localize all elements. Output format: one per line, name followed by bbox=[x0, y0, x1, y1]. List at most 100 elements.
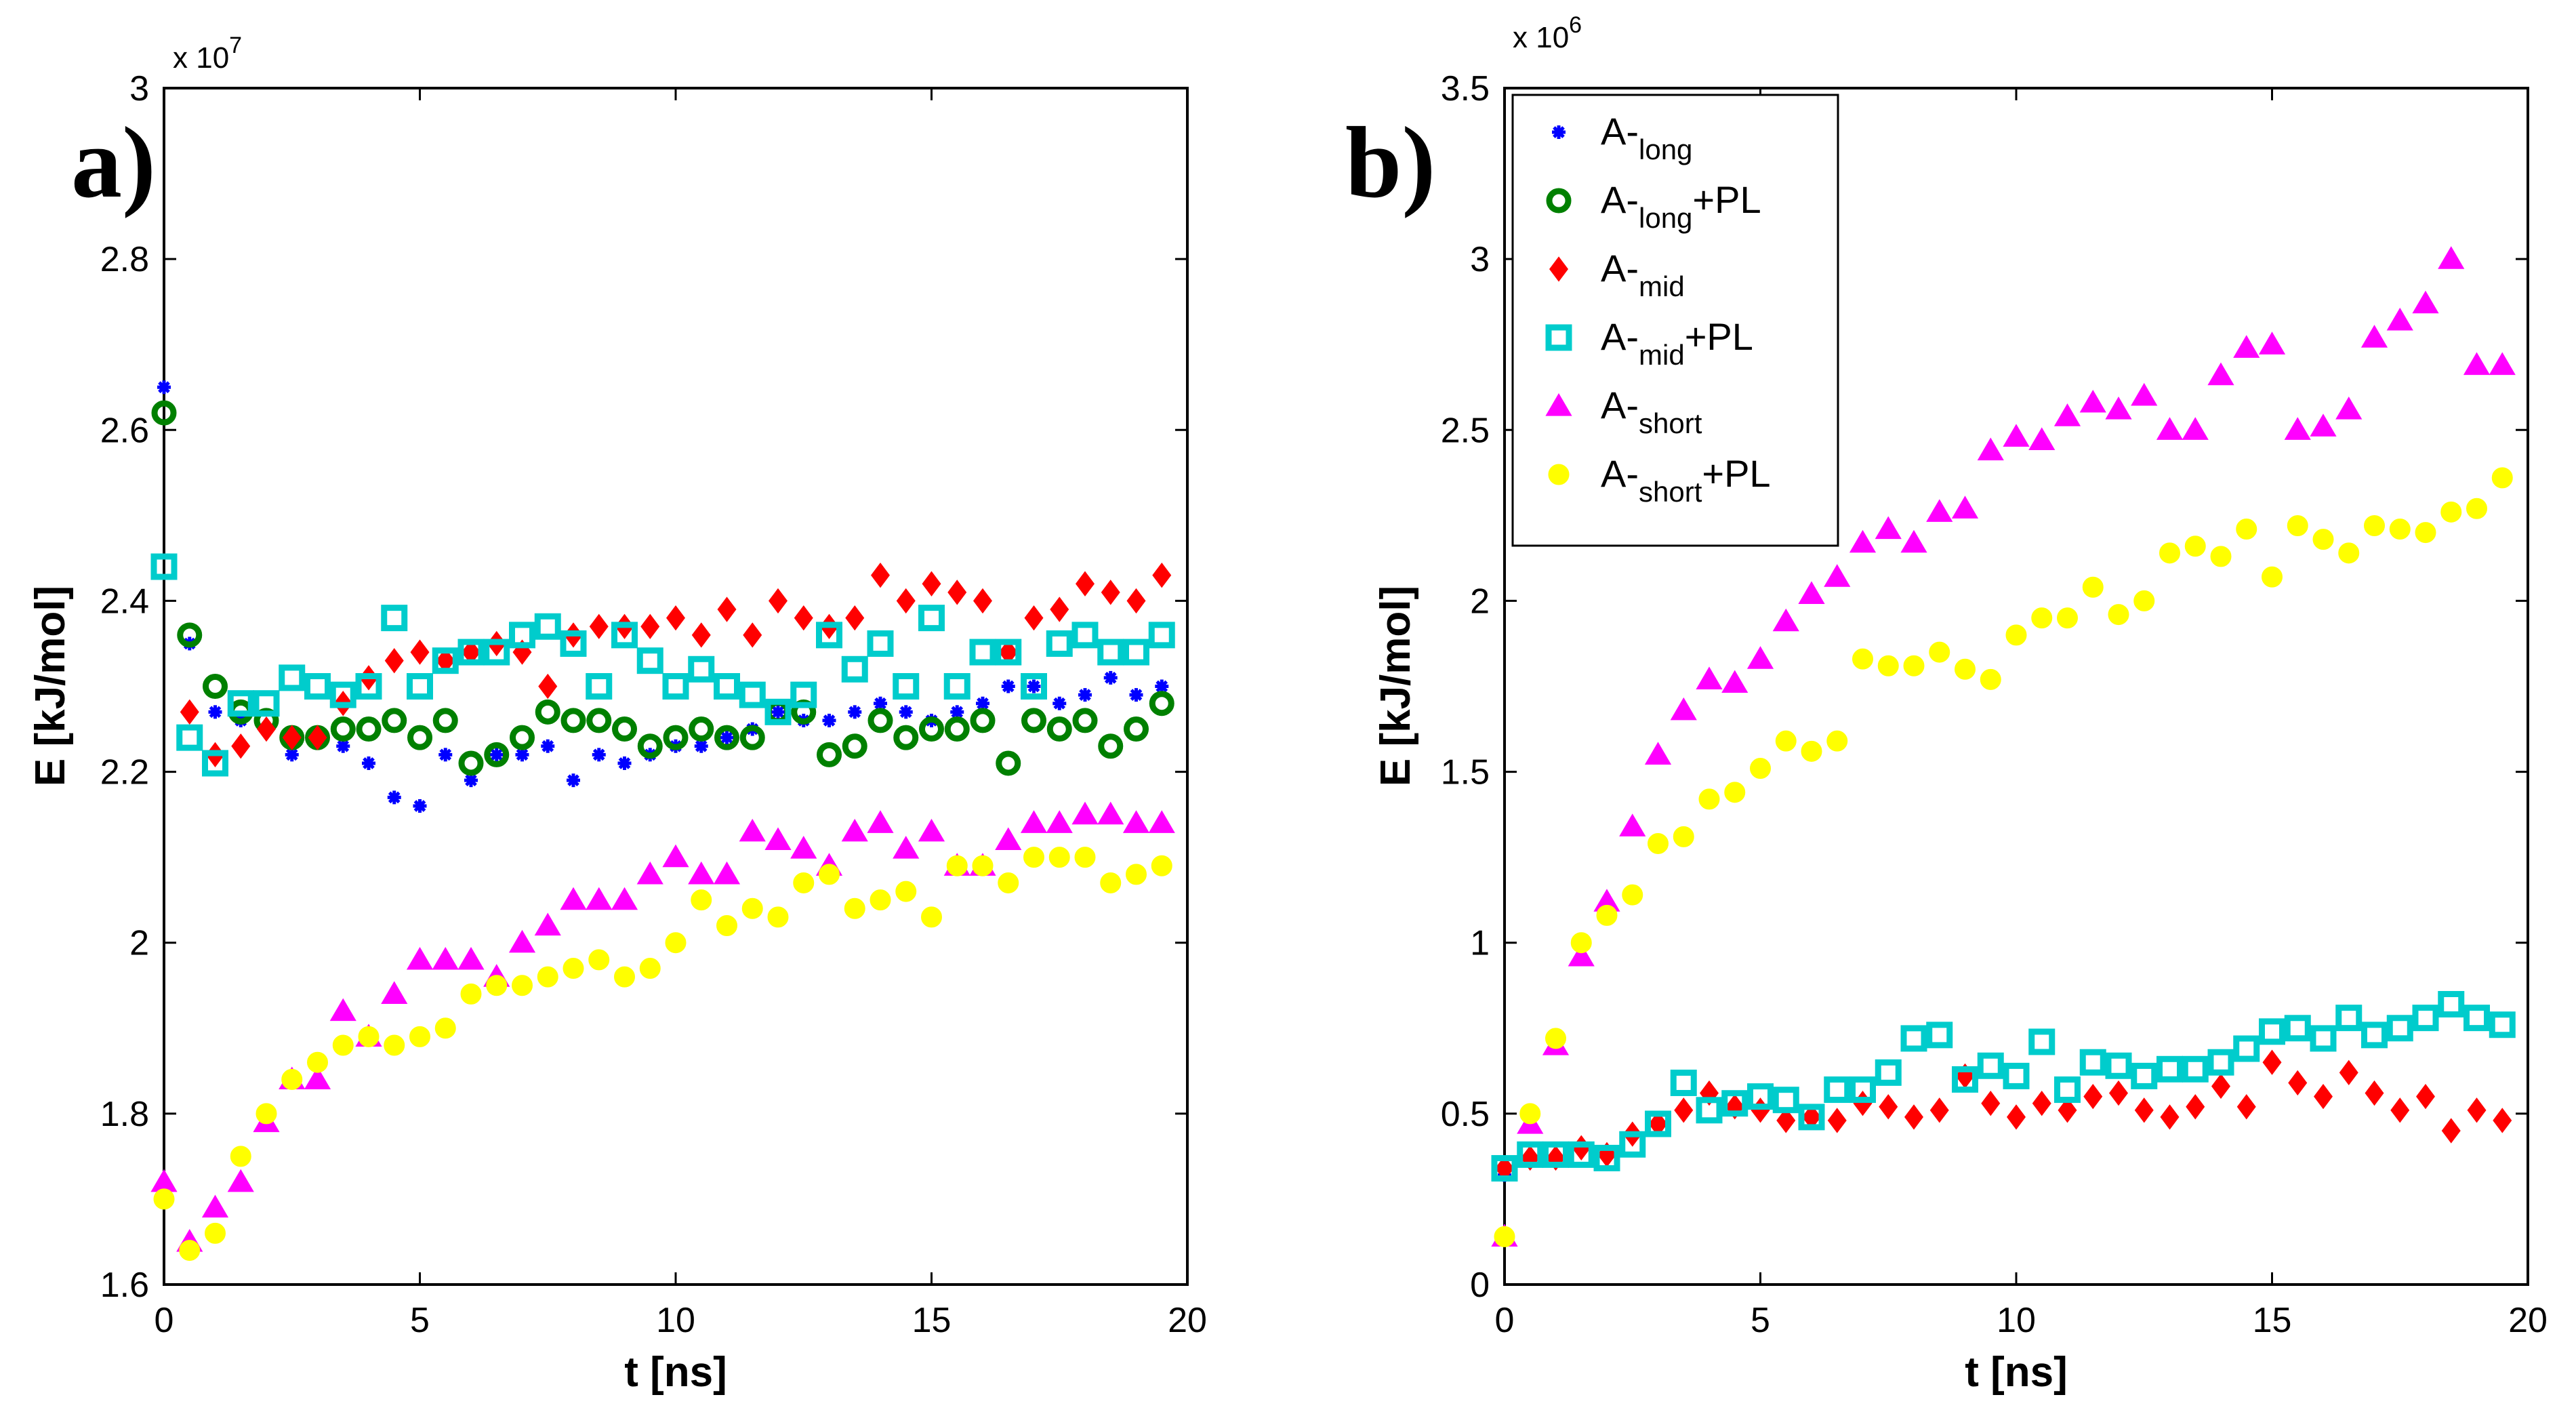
point-a-a-short-37 bbox=[1097, 801, 1124, 825]
point-a-a-long-2 bbox=[208, 705, 222, 719]
point-a-a-short-20 bbox=[662, 844, 689, 868]
point-b-a-mid-31 bbox=[2288, 1070, 2308, 1096]
point-b-a-short-25 bbox=[2131, 382, 2158, 406]
point-b-a-mid-34 bbox=[2365, 1080, 2384, 1106]
y-exponent-b: 6 bbox=[1569, 12, 1582, 38]
point-a-a-long-10 bbox=[413, 799, 427, 813]
point-b-a-short-pl-9 bbox=[1724, 782, 1746, 803]
point-a-a-long-pl-32 bbox=[970, 708, 996, 733]
point-b-a-short-22 bbox=[2053, 403, 2081, 426]
point-a-a-long-pl-20 bbox=[663, 725, 689, 750]
point-b-a-short-pl-26 bbox=[2159, 542, 2180, 564]
point-b-a-short-pl-35 bbox=[2389, 519, 2411, 540]
point-b-a-short-10 bbox=[1746, 646, 1774, 669]
point-a-a-mid-pl-17 bbox=[586, 673, 613, 700]
point-a-a-short-24 bbox=[764, 827, 792, 851]
point-a-a-long-9 bbox=[387, 790, 401, 805]
point-a-a-long-pl-7 bbox=[330, 716, 356, 742]
point-b-a-mid-32 bbox=[2314, 1083, 2333, 1110]
point-b-a-short-36 bbox=[2412, 290, 2439, 314]
point-b-a-mid-pl-23 bbox=[2079, 1049, 2106, 1076]
data-marks-b bbox=[1491, 246, 2516, 1247]
y-tick-label-b-7: 3.5 bbox=[1441, 69, 1490, 108]
point-a-a-short-14 bbox=[508, 929, 536, 953]
point-b-a-short-pl-14 bbox=[1852, 648, 1873, 670]
point-a-a-short-12 bbox=[457, 946, 485, 970]
point-b-a-mid-pl-10 bbox=[1747, 1083, 1774, 1110]
point-b-a-short-15 bbox=[1875, 516, 1902, 540]
point-a-a-mid-30 bbox=[922, 571, 941, 597]
point-b-a-short-12 bbox=[1798, 581, 1825, 604]
point-b-a-short-pl-21 bbox=[2031, 607, 2053, 629]
point-a-a-mid-pl-8 bbox=[355, 673, 382, 700]
point-a-a-long-pl-0 bbox=[151, 400, 177, 426]
legend-label-a-short-pl: A-short+PL bbox=[1601, 452, 1771, 508]
point-a-a-mid-pl-9 bbox=[381, 605, 408, 632]
point-a-a-short-16 bbox=[560, 887, 587, 910]
y-exponent-a: 7 bbox=[229, 33, 242, 58]
y-axis-label-a: E [kJ/mol] bbox=[27, 586, 74, 786]
legend-label-a-long-sub: long bbox=[1639, 134, 1692, 165]
legend-label-a-short-pl-suffix: +PL bbox=[1702, 452, 1770, 495]
point-a-a-long-32-stroke bbox=[977, 697, 989, 710]
x-tick-label-a-3: 15 bbox=[912, 1301, 952, 1340]
point-b-a-mid-pl-14 bbox=[1849, 1076, 1876, 1104]
point-a-a-long-pl-33 bbox=[996, 750, 1021, 776]
point-a-a-short-28 bbox=[867, 810, 894, 833]
series-b-a-mid-pl bbox=[1491, 990, 2516, 1182]
legend-label-a-mid-pl-suffix: +PL bbox=[1685, 315, 1753, 358]
point-a-a-mid-pl-33 bbox=[995, 639, 1022, 666]
point-b-a-short-34 bbox=[2360, 325, 2388, 348]
point-b-a-short-38 bbox=[2463, 352, 2491, 376]
point-a-a-long-pl-19 bbox=[637, 733, 663, 759]
point-b-a-short-pl-7 bbox=[1673, 826, 1694, 847]
point-a-a-short-29 bbox=[893, 836, 920, 859]
point-a-a-long-13 bbox=[489, 748, 504, 762]
point-a-a-long-35-stroke bbox=[1053, 697, 1066, 710]
point-a-a-long-pl-8 bbox=[356, 716, 382, 742]
point-a-a-short-10 bbox=[406, 946, 434, 970]
point-a-a-mid-pl-6 bbox=[304, 673, 331, 700]
point-a-a-short-25 bbox=[790, 836, 817, 859]
point-b-a-mid-pl-6 bbox=[1645, 1110, 1671, 1137]
point-a-a-short-pl-39 bbox=[1151, 855, 1172, 876]
point-b-a-short-27 bbox=[2182, 417, 2209, 440]
legend-marker-a-short-pl bbox=[1548, 464, 1570, 485]
legend-label-a-long: A-long bbox=[1601, 110, 1692, 165]
point-b-a-short-pl-24 bbox=[2108, 604, 2129, 626]
legend: A-longA-long+PLA-midA-mid+PLA-shortA-sho… bbox=[1511, 94, 1839, 547]
point-b-a-mid-pl-7 bbox=[1670, 1069, 1697, 1096]
point-b-a-short-13 bbox=[1824, 564, 1851, 587]
point-b-a-mid-pl-13 bbox=[1824, 1076, 1851, 1104]
point-a-a-short-27 bbox=[841, 818, 868, 842]
point-a-a-mid-27 bbox=[845, 605, 865, 631]
point-a-a-long-34 bbox=[1027, 679, 1041, 693]
point-b-a-mid-pl-27 bbox=[2182, 1055, 2209, 1083]
point-b-a-mid-pl-28 bbox=[2207, 1049, 2234, 1076]
point-a-a-short-39 bbox=[1148, 810, 1175, 833]
point-b-a-mid-pl-26 bbox=[2156, 1055, 2183, 1083]
point-b-a-short-pl-13 bbox=[1826, 730, 1848, 752]
point-a-a-short-2 bbox=[201, 1194, 229, 1218]
point-a-a-short-pl-34 bbox=[1023, 847, 1044, 868]
point-b-a-mid-pl-11 bbox=[1772, 1087, 1799, 1114]
point-b-a-mid-pl-20 bbox=[2003, 1062, 2030, 1089]
point-a-a-long-18-stroke bbox=[618, 757, 631, 769]
point-b-a-short-pl-11 bbox=[1775, 730, 1797, 752]
y-tick-label-b-5: 2.5 bbox=[1441, 411, 1490, 450]
point-b-a-short-5 bbox=[1619, 813, 1646, 836]
point-a-a-long-34-stroke bbox=[1027, 680, 1040, 693]
point-b-a-mid-pl-35 bbox=[2386, 1015, 2413, 1042]
point-b-a-short-7 bbox=[1670, 697, 1697, 721]
point-b-a-short-23 bbox=[2079, 389, 2106, 413]
point-b-a-short-9 bbox=[1721, 670, 1749, 693]
point-a-a-long-pl-31 bbox=[944, 716, 970, 742]
legend-label-a-long-pl: A-long+PL bbox=[1601, 178, 1761, 234]
point-b-a-mid-20 bbox=[2007, 1104, 2026, 1130]
panel-a: a) 0 5 10 15 20 1.6 1.8 2 2.2 2.4 2.6 2.8 3 x 107 t … bbox=[27, 33, 1207, 1396]
point-a-a-short-pl-15 bbox=[537, 966, 558, 988]
point-a-a-long-17-stroke bbox=[592, 748, 605, 761]
point-a-a-long-pl-16 bbox=[560, 708, 586, 733]
point-b-a-mid-pl-2 bbox=[1542, 1141, 1569, 1168]
point-a-a-mid-pl-24 bbox=[764, 698, 792, 725]
